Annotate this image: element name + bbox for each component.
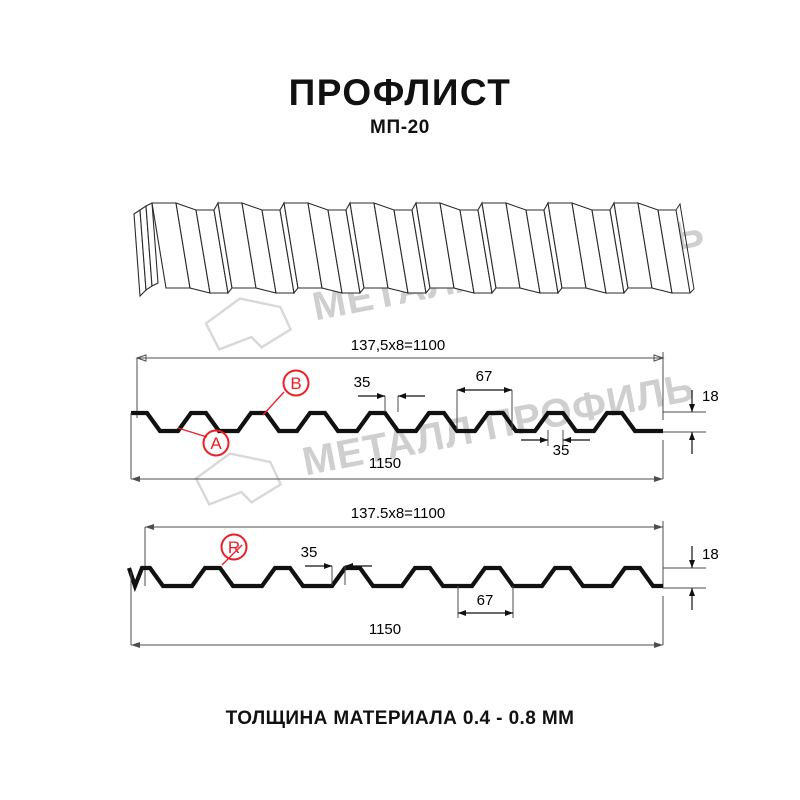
dim-height-18-a-label: 18 — [702, 388, 719, 405]
marker-r-label: R — [228, 538, 240, 557]
marker-b-circle — [282, 369, 310, 397]
dim-67-a: 67 — [456, 368, 513, 430]
metall-profil-logo-icon — [194, 452, 283, 506]
isometric-sheet-view — [133, 201, 695, 298]
profile-view-a: 137,5x8=1100 A B 35 — [130, 337, 719, 482]
dim-67-r: 67 — [457, 586, 514, 618]
marker-a-label: A — [210, 434, 222, 453]
dim-35-r-label: 35 — [301, 544, 318, 561]
dim-height-18-a: 18 — [663, 388, 719, 454]
dim-67-a-label: 67 — [476, 368, 493, 385]
marker-a: A — [177, 427, 230, 457]
iso-rib — [213, 201, 295, 295]
dim-35-top-a: 35 — [354, 374, 425, 412]
marker-b: B — [262, 369, 310, 416]
profile-outline-a — [131, 410, 663, 434]
iso-rib — [543, 201, 625, 295]
dim-67-r-label: 67 — [477, 592, 494, 609]
marker-a-circle — [202, 429, 230, 457]
watermark-lower: МЕТАЛЛ ПРОФИЛЬ — [194, 365, 698, 506]
iso-rib — [411, 201, 493, 295]
marker-b-label: B — [290, 374, 301, 393]
marker-r: R — [220, 533, 248, 566]
dim-35-bottom-a: 35 — [521, 430, 590, 459]
dim-35-r: 35 — [301, 544, 372, 585]
dim-bottom-span-r: 1150 — [369, 621, 401, 638]
dim-35-top-a-label: 35 — [354, 374, 371, 391]
page-subtitle: МП-20 — [370, 117, 430, 138]
dim-top-span-a: 137,5x8=1100 — [351, 337, 445, 354]
page-title: ПРОФЛИСТ — [289, 72, 512, 113]
iso-rib — [345, 201, 427, 295]
metall-profil-logo-icon — [204, 297, 293, 351]
profile-view-r: 137.5x8=1100 R 35 67 — [127, 505, 719, 648]
marker-r-circle — [220, 533, 248, 561]
dim-height-18-r: 18 — [663, 546, 719, 610]
iso-rib — [477, 201, 559, 295]
profile-outline-r — [127, 565, 663, 593]
dim-height-18-r-label: 18 — [702, 546, 719, 563]
dim-bottom-span-a: 1150 — [369, 455, 401, 472]
dim-35-bottom-a-label: 35 — [553, 442, 570, 459]
iso-rib — [279, 201, 361, 295]
iso-rib — [609, 201, 691, 295]
material-thickness-note: ТОЛЩИНА МАТЕРИАЛА 0.4 - 0.8 ММ — [226, 708, 575, 729]
dim-top-span-r: 137.5x8=1100 — [351, 505, 445, 522]
